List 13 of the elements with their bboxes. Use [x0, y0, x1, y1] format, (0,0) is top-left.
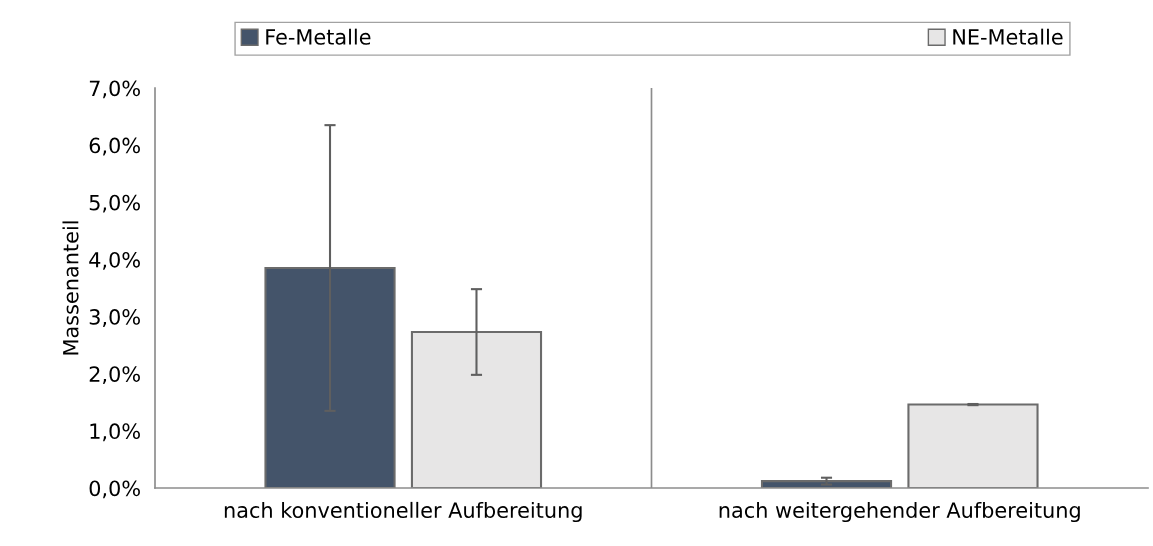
y-tick-label: 7,0% — [89, 80, 140, 99]
y-tick-label: 4,0% — [89, 251, 140, 270]
y-axis-title: Massenanteil — [62, 221, 79, 355]
y-tick-label: 6,0% — [89, 137, 140, 156]
y-tick-label: 3,0% — [89, 309, 140, 327]
x-tick-label: nach konventioneller Aufbereitung — [224, 501, 582, 523]
y-tick-label: 2,0% — [89, 366, 140, 385]
y-tick-label: 1,0% — [90, 423, 140, 442]
y-tick-label: 0,0% — [89, 480, 140, 499]
y-tick-label: 5,0% — [89, 194, 140, 213]
legend-label: NE-Metalle — [953, 28, 1063, 45]
legend-label: Fe-Metalle — [266, 28, 371, 45]
x-tick-label: nach weitergehender Aufbereitung — [719, 501, 1080, 523]
